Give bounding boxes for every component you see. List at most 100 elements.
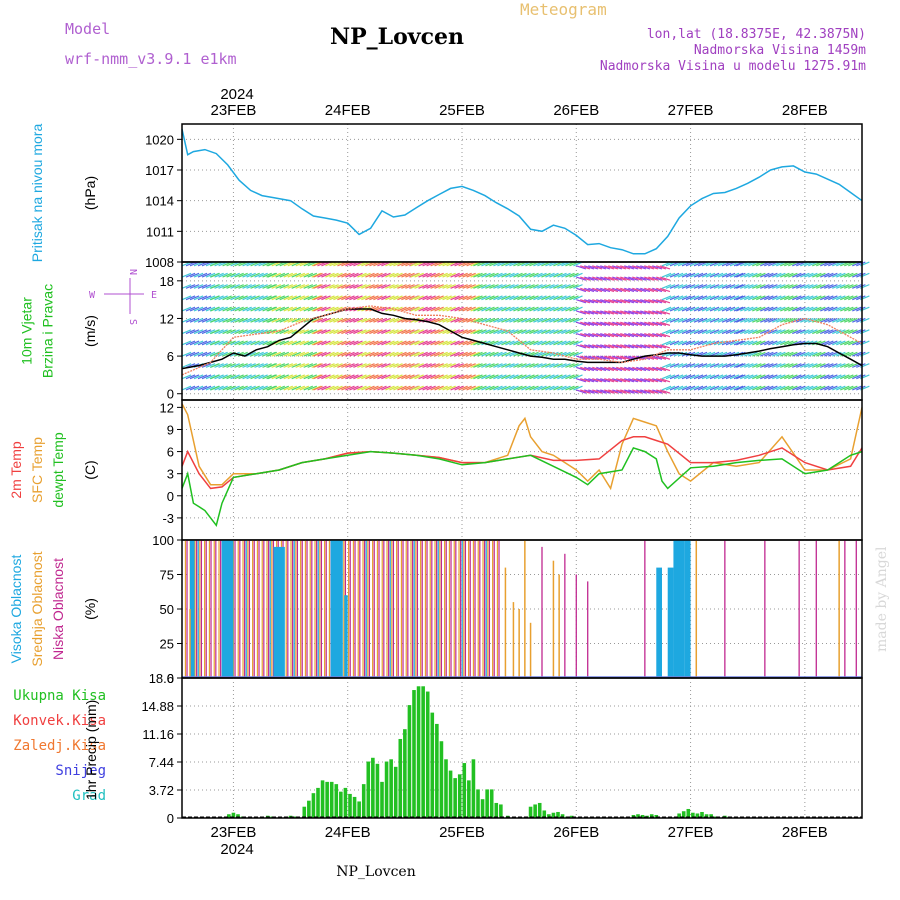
credit: made by Angel (874, 546, 890, 652)
wind-barb (262, 340, 272, 346)
wind-barb (418, 351, 428, 357)
wind-barb (549, 385, 559, 391)
wind-barb (756, 329, 766, 335)
tick-label: 1020 (145, 132, 174, 147)
wind-barb (592, 378, 603, 383)
wind-barb (525, 329, 535, 335)
wind-barb (381, 329, 391, 335)
wind-barb (311, 306, 322, 312)
wind-barb (430, 272, 440, 278)
wind-barb (772, 329, 782, 335)
wind-barb (481, 272, 491, 278)
wind-barb (466, 374, 476, 380)
wind-barb (701, 272, 712, 278)
wind-barb (665, 295, 676, 301)
wind-barb (497, 295, 507, 301)
wind-barb (418, 295, 428, 301)
wind-barb (677, 284, 688, 289)
wind-barb (549, 340, 559, 346)
wind-barb (426, 272, 436, 278)
wind-barb (644, 276, 655, 281)
series-dew (181, 446, 863, 527)
wind-barb (840, 306, 850, 312)
wind-barb (701, 329, 712, 335)
wind-barb (800, 306, 810, 312)
wind-barb (414, 340, 424, 346)
wind-barb (345, 351, 355, 357)
wind-barb (458, 374, 468, 380)
tick-label: 14.88 (141, 699, 174, 714)
wind-barb (713, 329, 724, 335)
wind-barb (462, 284, 472, 289)
wind-barb (685, 374, 696, 380)
wind-barb (238, 374, 248, 380)
wind-barb (656, 332, 667, 338)
wind-barb (493, 317, 503, 323)
wind-barb (752, 295, 762, 301)
wind-barb (620, 310, 631, 315)
wind-barb (262, 374, 272, 380)
wind-barb (717, 363, 728, 368)
wind-barb (624, 344, 635, 349)
wind-barb (218, 374, 228, 380)
wind-barb (844, 272, 854, 278)
wind-barb (529, 363, 539, 368)
wind-barb (776, 329, 786, 335)
wind-barb (250, 306, 260, 312)
wind-barb (446, 385, 456, 391)
wind-barb (442, 374, 452, 380)
wind-barb (509, 272, 519, 278)
wind-barb (561, 284, 571, 289)
wind-barb (764, 351, 774, 357)
wind-barb (725, 272, 736, 278)
precip-legend-label: Zaledj.Kisa (13, 738, 106, 754)
wind-barb (434, 284, 444, 289)
wind-barb (446, 284, 456, 289)
wind-barb (689, 340, 700, 346)
wind-barb (780, 284, 790, 289)
wind-barb (576, 321, 587, 326)
wind-barb (337, 272, 347, 278)
wind-barb (541, 329, 551, 335)
wind-barb (477, 363, 487, 368)
wind-barb (632, 321, 643, 326)
wind-barb (493, 272, 503, 278)
wind-barb (373, 329, 383, 335)
wind-barb (596, 355, 607, 360)
wind-barb (222, 340, 232, 346)
wind-barb (788, 374, 798, 380)
wind-barb (569, 272, 579, 278)
wind-barb (226, 306, 236, 312)
wind-barb (521, 295, 531, 301)
tick-label: 6 (167, 445, 174, 460)
wind-barb (205, 295, 216, 301)
wind-barb (258, 295, 268, 301)
wind-barb (414, 284, 424, 289)
wind-barb (509, 329, 519, 335)
wind-barb (640, 276, 651, 281)
wind-barb (713, 385, 724, 391)
wind-barb (656, 287, 667, 293)
wind-barb (321, 374, 331, 380)
wind-barb (462, 272, 472, 278)
wind-barb (454, 272, 464, 278)
wind-barb (604, 378, 615, 383)
wind-barb (600, 310, 611, 315)
wind-barb (648, 310, 659, 315)
wind-barb (800, 317, 810, 323)
wind-barb (836, 374, 846, 380)
wind-barb (303, 295, 314, 301)
wind-barb (616, 389, 627, 394)
wind-barb (246, 340, 256, 346)
wind-barb (238, 385, 248, 391)
wind-barb (612, 321, 623, 326)
wind-barb (325, 340, 335, 346)
wind-barb (652, 321, 663, 326)
wind-barb (181, 374, 192, 380)
wind-barb (377, 306, 387, 312)
wind-barb (389, 272, 399, 278)
wind-barb (325, 374, 335, 380)
wind-barb (788, 351, 798, 357)
wind-barb (414, 329, 424, 335)
wind-barb (397, 351, 407, 357)
